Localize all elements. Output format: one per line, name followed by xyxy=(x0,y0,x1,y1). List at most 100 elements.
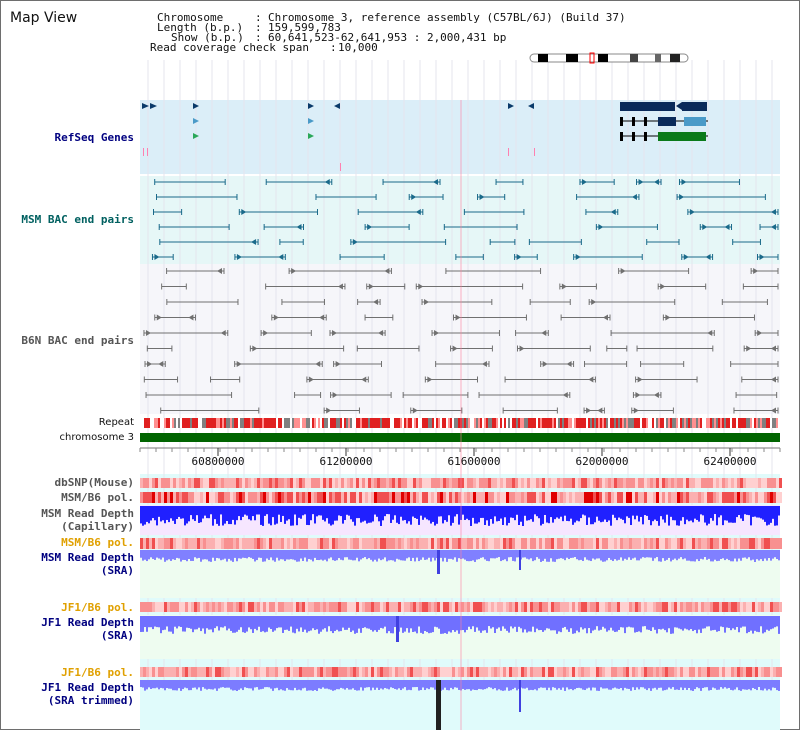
heat-cell xyxy=(227,667,230,677)
depth-bar xyxy=(696,616,698,634)
heat-cell xyxy=(590,538,593,549)
depth-bar xyxy=(584,616,586,629)
heat-cell xyxy=(470,492,473,503)
chromosome-ideogram[interactable] xyxy=(529,52,689,64)
bac-end-arrow xyxy=(689,209,695,215)
heat-cell xyxy=(200,492,203,503)
heat-cell xyxy=(410,667,413,677)
heat-cell xyxy=(584,478,587,488)
heat-cell xyxy=(326,478,329,488)
depth-bar xyxy=(738,616,740,633)
heat-cell xyxy=(464,602,467,612)
depth-bar xyxy=(642,550,644,558)
heat-cell xyxy=(674,538,677,549)
label-refseq-genes[interactable]: RefSeq Genes xyxy=(54,131,134,144)
heat-cell xyxy=(524,667,527,677)
depth-bar xyxy=(222,550,224,560)
repeat-segment xyxy=(212,418,214,428)
heat-cell xyxy=(734,538,737,549)
depth-bar xyxy=(264,616,266,633)
depth-bar xyxy=(556,616,558,634)
repeat-segment xyxy=(488,418,490,428)
repeat-segment xyxy=(760,418,762,428)
depth-bar xyxy=(414,616,416,632)
repeat-segment xyxy=(404,418,406,428)
depth-bar xyxy=(356,506,358,519)
depth-bar xyxy=(752,506,754,517)
heat-cell xyxy=(713,538,716,549)
depth-bar xyxy=(558,616,560,632)
heat-cell xyxy=(476,478,479,488)
depth-bar xyxy=(242,506,244,517)
depth-bar xyxy=(700,550,702,559)
heat-cell xyxy=(680,478,683,488)
depth-bar xyxy=(430,550,432,562)
heat-cell xyxy=(230,538,233,549)
depth-bar xyxy=(418,506,420,525)
heat-cell xyxy=(542,538,545,549)
label-msm-bac[interactable]: MSM BAC end pairs xyxy=(21,213,134,226)
heat-cell xyxy=(686,538,689,549)
depth-bar xyxy=(614,680,616,688)
depth-bar xyxy=(580,680,582,689)
label-msm-b6-pol-1[interactable]: MSM/B6 pol. xyxy=(61,491,134,504)
label-jf1-b6-pol-2[interactable]: JF1/B6 pol. xyxy=(61,666,134,679)
depth-bar xyxy=(468,680,470,690)
heat-cell xyxy=(575,667,578,677)
heat-cell xyxy=(725,667,728,677)
label-msm-depth-cap[interactable]: MSM Read Depth xyxy=(41,507,134,520)
heat-cell xyxy=(200,478,203,488)
heat-cell xyxy=(689,492,692,503)
depth-bar xyxy=(650,506,652,526)
depth-bar xyxy=(252,616,254,633)
depth-bar xyxy=(588,550,590,561)
heat-cell xyxy=(566,538,569,549)
heat-cell xyxy=(254,478,257,488)
heat-cell xyxy=(488,667,491,677)
depth-bar xyxy=(728,550,730,561)
heat-cell xyxy=(371,602,374,612)
depth-bar xyxy=(264,680,266,688)
heat-cell xyxy=(713,602,716,612)
heat-cell xyxy=(386,478,389,488)
label-jf1-depth-sra[interactable]: JF1 Read Depth xyxy=(41,616,134,629)
heat-cell xyxy=(152,602,155,612)
heat-cell xyxy=(251,538,254,549)
repeat-segment xyxy=(698,418,700,428)
heat-cell xyxy=(461,602,464,612)
depth-bar xyxy=(370,680,372,691)
depth-bar xyxy=(692,616,694,632)
heat-cell xyxy=(743,667,746,677)
depth-bar xyxy=(730,616,732,631)
bac-end-arrow xyxy=(378,330,384,336)
depth-bar xyxy=(526,616,528,633)
label-msm-b6-pol-2[interactable]: MSM/B6 pol. xyxy=(61,536,134,549)
repeat-segment xyxy=(570,418,572,428)
msm-bac-pairs[interactable] xyxy=(151,179,779,260)
repeat-segment xyxy=(190,418,192,428)
heat-cell xyxy=(563,602,566,612)
heat-cell xyxy=(695,602,698,612)
label-jf1-b6-pol-1[interactable]: JF1/B6 pol. xyxy=(61,601,134,614)
depth-bar xyxy=(620,550,622,558)
label-b6n-bac[interactable]: B6N BAC end pairs xyxy=(21,334,134,347)
heat-cell xyxy=(437,602,440,612)
depth-bar xyxy=(736,506,738,518)
depth-bar xyxy=(534,680,536,690)
b6n-bac-pairs[interactable] xyxy=(143,268,779,414)
repeat-segment xyxy=(206,418,208,428)
heat-cell xyxy=(257,478,260,488)
repeat-segment xyxy=(468,418,470,428)
depth-bar xyxy=(472,506,474,518)
label-jf1-depth-trim[interactable]: JF1 Read Depth xyxy=(41,681,134,694)
label-msm-depth-sra[interactable]: MSM Read Depth xyxy=(41,551,134,564)
refseq-gene-features[interactable] xyxy=(142,102,708,171)
heat-cell xyxy=(146,492,149,503)
label-dbsnp[interactable]: dbSNP(Mouse) xyxy=(54,476,134,489)
depth-bar xyxy=(586,550,588,560)
heat-cell xyxy=(608,492,611,503)
depth-bar xyxy=(738,506,740,516)
depth-bar xyxy=(652,550,654,561)
depth-bar xyxy=(530,680,532,690)
depth-bar xyxy=(498,550,500,558)
